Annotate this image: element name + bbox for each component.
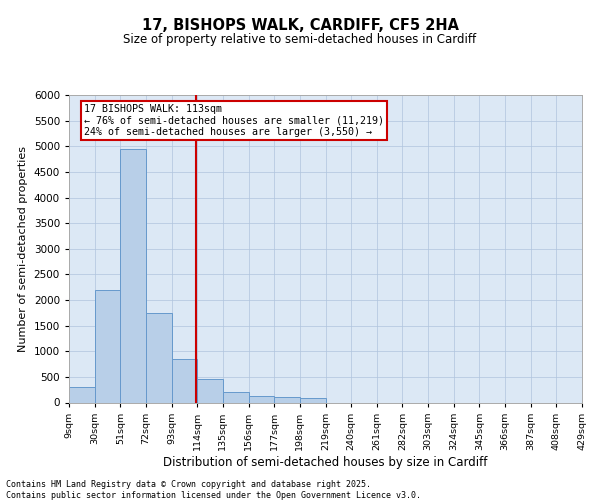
X-axis label: Distribution of semi-detached houses by size in Cardiff: Distribution of semi-detached houses by … (163, 456, 488, 468)
Text: Size of property relative to semi-detached houses in Cardiff: Size of property relative to semi-detach… (124, 32, 476, 46)
Bar (172, 359, 197, 403)
Bar (120, 149, 146, 403)
Bar (197, 380, 223, 402)
Bar (300, 398, 325, 402)
Bar (95, 290, 121, 403)
Bar (146, 313, 172, 402)
Text: 17 BISHOPS WALK: 113sqm
← 76% of semi-detached houses are smaller (11,219)
24% o: 17 BISHOPS WALK: 113sqm ← 76% of semi-de… (85, 104, 385, 138)
Text: Contains HM Land Registry data © Crown copyright and database right 2025.
Contai: Contains HM Land Registry data © Crown c… (6, 480, 421, 500)
Text: 17, BISHOPS WALK, CARDIFF, CF5 2HA: 17, BISHOPS WALK, CARDIFF, CF5 2HA (142, 18, 458, 32)
Y-axis label: Number of semi-detached properties: Number of semi-detached properties (18, 146, 28, 352)
Bar (69, 387, 95, 402)
Bar (223, 392, 248, 402)
Bar (274, 398, 300, 402)
Bar (248, 396, 274, 402)
